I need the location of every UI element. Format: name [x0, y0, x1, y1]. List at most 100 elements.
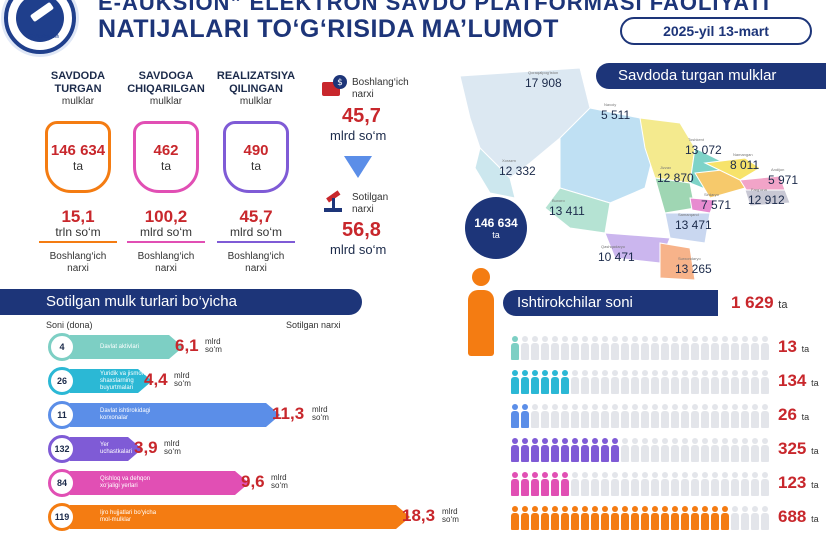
stat-subtitle: mulklar	[61, 96, 95, 107]
participants-banner: Ishtirokchilar soni	[503, 290, 718, 316]
person-body	[521, 377, 529, 394]
person-body	[521, 445, 529, 462]
person-icon	[571, 336, 579, 360]
person-icon	[581, 404, 589, 428]
person-body	[581, 411, 589, 428]
participants-count-value: 134	[778, 371, 807, 390]
person-head	[602, 370, 608, 376]
person-icon	[551, 438, 559, 462]
person-body	[551, 343, 559, 360]
person-head	[572, 472, 578, 478]
person-head	[662, 336, 668, 342]
person-icon	[701, 404, 709, 428]
gavel-sold-icon	[324, 190, 342, 212]
person-icon	[721, 472, 729, 496]
person-body	[641, 479, 649, 496]
person-body	[571, 513, 579, 530]
person-body	[671, 377, 679, 394]
person-body	[671, 479, 679, 496]
map-region-name: Jizzax	[660, 165, 672, 170]
participants-total-value: 1 629	[731, 293, 774, 312]
total-properties-unit: ta	[492, 230, 500, 240]
person-body	[571, 377, 579, 394]
stat-price-unit: mlrd so‘m	[229, 225, 282, 239]
person-body	[741, 479, 749, 496]
person-icon	[541, 336, 549, 360]
person-icon	[591, 472, 599, 496]
person-icon	[751, 370, 759, 394]
participants-count-unit: ta	[811, 378, 819, 388]
person-head	[742, 506, 748, 512]
person-icon	[631, 506, 639, 530]
arrow-down-icon	[344, 156, 372, 178]
person-icon	[521, 472, 529, 496]
person-icon	[681, 438, 689, 462]
person-body	[701, 445, 709, 462]
person-head	[702, 404, 708, 410]
person-head	[602, 506, 608, 512]
person-icon	[571, 438, 579, 462]
participants-icon-row	[511, 472, 769, 496]
person-head	[712, 370, 718, 376]
participants-count-value: 123	[778, 473, 807, 492]
person-body	[571, 411, 579, 428]
person-body	[721, 411, 729, 428]
person-body	[731, 445, 739, 462]
person-icon	[531, 336, 539, 360]
person-icon	[511, 336, 519, 360]
person-head	[762, 336, 768, 342]
person-body	[661, 377, 669, 394]
person-body	[691, 411, 699, 428]
title-line-1: E-AUKSION” ELEKTRON SAVDO PLATFORMASI FA…	[98, 0, 770, 15]
person-head	[612, 336, 618, 342]
person-head	[692, 472, 698, 478]
person-head	[582, 472, 588, 478]
person-body	[641, 343, 649, 360]
person-body	[521, 343, 529, 360]
person-head	[642, 472, 648, 478]
person-head	[762, 472, 768, 478]
person-body	[681, 377, 689, 394]
person-head	[552, 370, 558, 376]
start-price-label: Boshlang‘ich narxi	[352, 77, 409, 100]
person-head	[762, 404, 768, 410]
person-icon	[621, 438, 629, 462]
person-body	[561, 513, 569, 530]
person-body	[731, 343, 739, 360]
person-head	[612, 404, 618, 410]
person-body	[641, 513, 649, 530]
person-body	[531, 377, 539, 394]
person-head	[742, 404, 748, 410]
sold-price-label: Sotilgan narxi	[352, 192, 389, 215]
person-head	[742, 336, 748, 342]
person-icon	[701, 370, 709, 394]
map-region-value: 13 265	[675, 262, 712, 276]
stat-price-underline	[217, 241, 295, 243]
person-body	[711, 479, 719, 496]
person-icon	[701, 336, 709, 360]
participants-total: 1 629 ta	[731, 293, 787, 313]
person-head	[632, 336, 638, 342]
person-body	[721, 445, 729, 462]
person-head	[622, 438, 628, 444]
person-body	[511, 411, 519, 428]
category-bar: Davlat ishtirokidagi korxonalar	[70, 403, 280, 427]
category-price-unit: mlrd so‘m	[174, 371, 191, 388]
person-icon	[581, 438, 589, 462]
person-body	[621, 377, 629, 394]
person-icon	[631, 404, 639, 428]
person-head	[592, 438, 598, 444]
category-sold-price: 11,3	[272, 404, 305, 423]
participants-count: 123 ta	[778, 473, 819, 493]
person-head	[742, 472, 748, 478]
person-icon	[661, 336, 669, 360]
person-body	[621, 445, 629, 462]
person-head	[692, 404, 698, 410]
person-icon	[761, 438, 769, 462]
person-head	[732, 370, 738, 376]
person-body	[681, 479, 689, 496]
person-body	[611, 445, 619, 462]
person-head	[562, 438, 568, 444]
person-icon	[761, 506, 769, 530]
person-body	[571, 479, 579, 496]
